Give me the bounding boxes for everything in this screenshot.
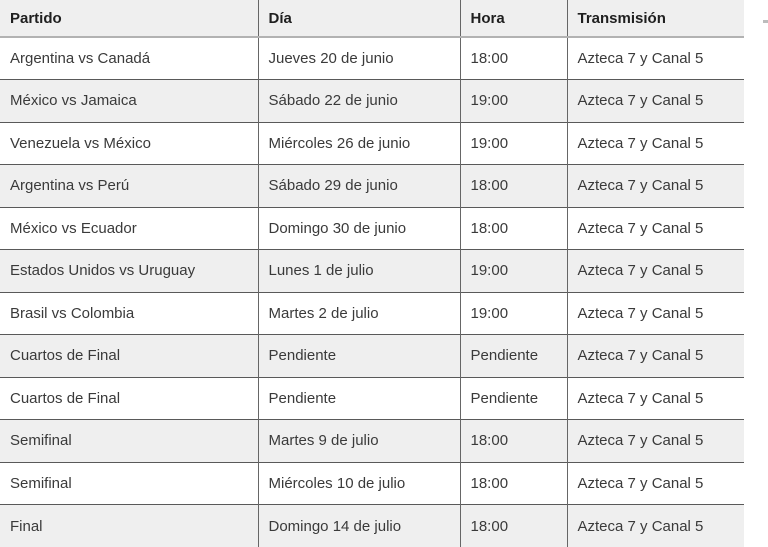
column-header-partido: Partido bbox=[0, 0, 259, 38]
cell-dia: Pendiente bbox=[258, 334, 461, 377]
table-row: Brasil vs Colombia Martes 2 de julio 19:00… bbox=[0, 291, 744, 335]
cell-transmision: Azteca 7 y Canal 5 bbox=[567, 334, 744, 377]
cell-partido: Argentina vs Canadá bbox=[0, 37, 259, 80]
cell-partido: Estados Unidos vs Uruguay bbox=[0, 249, 259, 292]
cell-partido: Venezuela vs México bbox=[0, 121, 259, 165]
cell-transmision: Azteca 7 y Canal 5 bbox=[567, 291, 744, 335]
cell-dia: Domingo 30 de junio bbox=[258, 206, 461, 250]
cell-partido: México vs Jamaica bbox=[0, 79, 259, 122]
cell-transmision: Azteca 7 y Canal 5 bbox=[567, 164, 744, 207]
table-body: Argentina vs Canadá Jueves 20 de junio 18:… bbox=[0, 37, 744, 547]
column-header-hora: Hora bbox=[460, 0, 568, 38]
cell-transmision: Azteca 7 y Canal 5 bbox=[567, 206, 744, 250]
cell-dia: Martes 9 de julio bbox=[258, 419, 461, 462]
cell-hora: 19:00 bbox=[460, 249, 568, 292]
cell-partido: Argentina vs Perú bbox=[0, 164, 259, 207]
cell-hora: 18:00 bbox=[460, 164, 568, 207]
header-row: Partido Día Hora Transmisión bbox=[0, 0, 744, 38]
cell-partido: Semifinal bbox=[0, 461, 259, 505]
table-row: México vs Ecuador Domingo 30 de junio 18:0… bbox=[0, 206, 744, 250]
cell-hora: Pendiente bbox=[460, 334, 568, 377]
cell-dia: Pendiente bbox=[258, 376, 461, 420]
table-row: Cuartos de Final Pendiente Pendiente Azteca… bbox=[0, 334, 744, 377]
cell-partido: México vs Ecuador bbox=[0, 206, 259, 250]
table-row: Cuartos de Final Pendiente Pendiente Azteca… bbox=[0, 376, 744, 420]
cell-transmision: Azteca 7 y Canal 5 bbox=[567, 419, 744, 462]
cell-dia: Martes 2 de julio bbox=[258, 291, 461, 335]
table-row: Semifinal Martes 9 de julio 18:00 Azteca 7 … bbox=[0, 419, 744, 462]
cell-dia: Sábado 29 de junio bbox=[258, 164, 461, 207]
cell-partido: Cuartos de Final bbox=[0, 334, 259, 377]
cell-transmision: Azteca 7 y Canal 5 bbox=[567, 121, 744, 165]
column-header-dia: Día bbox=[258, 0, 461, 38]
cell-transmision: Azteca 7 y Canal 5 bbox=[567, 79, 744, 122]
cell-hora: Pendiente bbox=[460, 376, 568, 420]
cell-hora: 19:00 bbox=[460, 121, 568, 165]
cell-hora: 18:00 bbox=[460, 37, 568, 80]
cell-transmision: Azteca 7 y Canal 5 bbox=[577, 50, 704, 67]
cell-partido: Semifinal bbox=[0, 419, 259, 462]
table-row: Final Domingo 14 de julio 18:00 Azteca 7 y … bbox=[0, 504, 744, 547]
table-row: Venezuela vs México Miércoles 26 de junio… bbox=[0, 121, 744, 165]
table-row: México vs Jamaica Sábado 22 de junio 19:00… bbox=[0, 79, 744, 122]
cell-hora: 19:00 bbox=[460, 291, 568, 335]
cell-dia: Domingo 14 de julio bbox=[258, 504, 461, 547]
column-header-transmision: Transmisión bbox=[567, 0, 744, 38]
cell-hora: 18:00 bbox=[460, 206, 568, 250]
cell-partido: Brasil vs Colombia bbox=[0, 291, 259, 335]
cell-transmision: Azteca 7 y Canal 5 bbox=[567, 504, 744, 547]
cropped-edge-artifact bbox=[763, 20, 768, 23]
cell-hora: 18:00 bbox=[460, 419, 568, 462]
table-header: Partido Día Hora Transmisión bbox=[0, 0, 744, 38]
cell-dia: Jueves 20 de junio bbox=[258, 37, 461, 80]
table-row: Argentina vs Perú Sábado 29 de junio 18:00… bbox=[0, 164, 744, 207]
table-row: Argentina vs Canadá Jueves 20 de junio 18:… bbox=[0, 37, 744, 80]
cell-transmision: Azteca 7 y Canal 5 bbox=[567, 461, 744, 505]
table-row: Semifinal Miércoles 10 de julio 18:00 Aztec… bbox=[0, 461, 744, 505]
cell-transmision: Azteca 7 y Canal 5 bbox=[567, 249, 744, 292]
cell-hora: 18:00 bbox=[460, 461, 568, 505]
table-row: Estados Unidos vs Uruguay Lunes 1 de juli… bbox=[0, 249, 744, 292]
cell-hora: 18:00 bbox=[460, 504, 568, 547]
broadcast-schedule-table: Partido Día Hora Transmisión Argentina vs C… bbox=[0, 0, 744, 547]
cell-dia: Miércoles 26 de junio bbox=[258, 121, 461, 165]
cell-dia: Sábado 22 de junio bbox=[258, 79, 461, 122]
cell-hora: 19:00 bbox=[460, 79, 568, 122]
cell-dia: Miércoles 10 de julio bbox=[258, 461, 461, 505]
cell-transmision: Azteca 7 y Canal 5 bbox=[567, 376, 744, 420]
cell-dia: Lunes 1 de julio bbox=[258, 249, 461, 292]
cell-partido: Cuartos de Final bbox=[0, 376, 259, 420]
cell-partido: Final bbox=[0, 504, 259, 547]
